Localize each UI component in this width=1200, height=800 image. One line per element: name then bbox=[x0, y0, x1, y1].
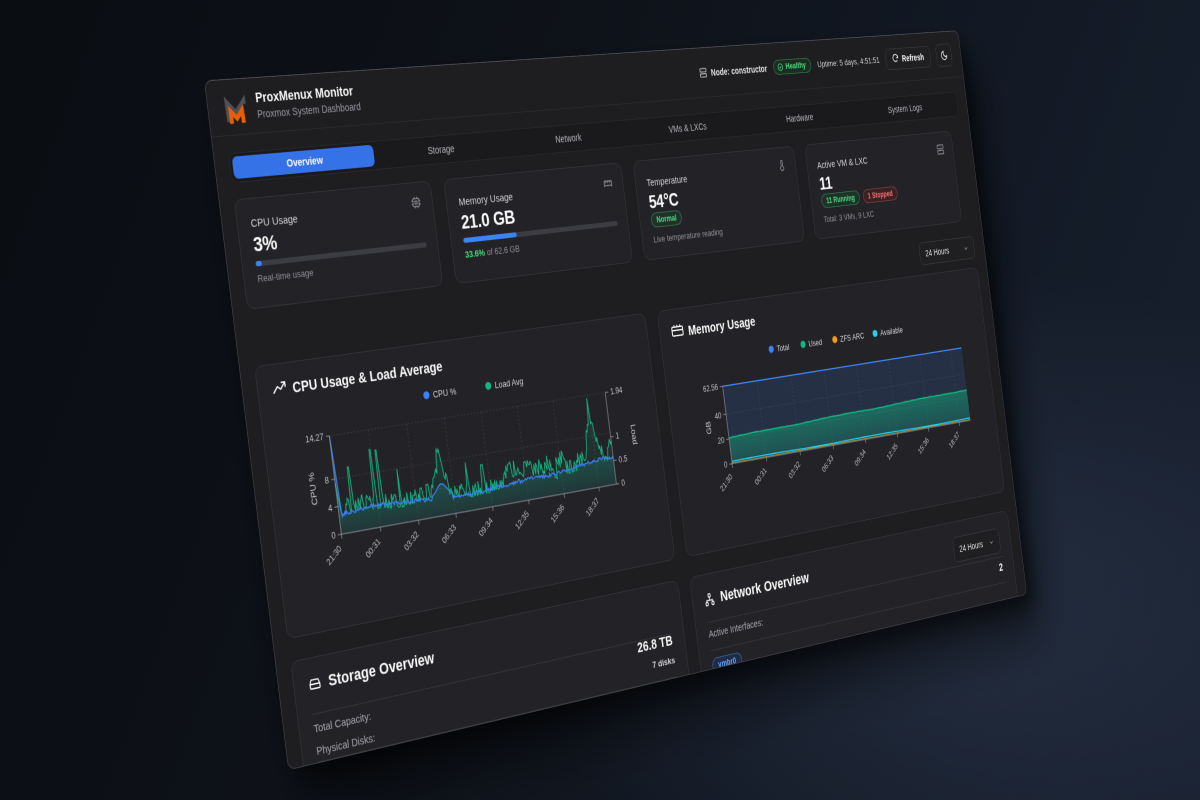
svg-text:Available: Available bbox=[880, 325, 904, 337]
svg-text:06:33: 06:33 bbox=[820, 453, 834, 474]
svg-text:00:31: 00:31 bbox=[753, 465, 768, 487]
svg-text:0: 0 bbox=[621, 478, 626, 488]
svg-text:Load Avg: Load Avg bbox=[494, 376, 524, 390]
svg-text:21:30: 21:30 bbox=[325, 543, 344, 567]
svg-text:20: 20 bbox=[717, 435, 725, 446]
svg-text:12:35: 12:35 bbox=[514, 509, 531, 532]
svg-text:1: 1 bbox=[615, 431, 620, 441]
svg-text:Used: Used bbox=[808, 337, 823, 348]
svg-text:00:31: 00:31 bbox=[364, 536, 382, 560]
svg-text:18:37: 18:37 bbox=[948, 430, 961, 450]
svg-text:Total: Total bbox=[776, 342, 790, 353]
svg-text:09:34: 09:34 bbox=[477, 515, 494, 538]
svg-text:CPU Usage & Load Average: CPU Usage & Load Average bbox=[291, 358, 443, 396]
svg-text:4: 4 bbox=[328, 503, 333, 514]
svg-text:62.56: 62.56 bbox=[703, 382, 719, 394]
svg-text:21:30: 21:30 bbox=[719, 472, 734, 494]
svg-text:0: 0 bbox=[331, 530, 336, 541]
svg-text:03:32: 03:32 bbox=[787, 459, 802, 480]
svg-text:CPU %: CPU % bbox=[307, 471, 320, 506]
svg-text:14.27: 14.27 bbox=[305, 432, 325, 445]
svg-text:40: 40 bbox=[714, 410, 722, 421]
svg-text:ZFS ARC: ZFS ARC bbox=[840, 331, 865, 344]
svg-text:GB: GB bbox=[705, 421, 714, 435]
svg-text:15:36: 15:36 bbox=[917, 435, 931, 455]
svg-text:Memory Usage: Memory Usage bbox=[687, 313, 756, 338]
svg-text:18:37: 18:37 bbox=[584, 496, 600, 519]
svg-text:8: 8 bbox=[324, 475, 329, 486]
svg-text:12:35: 12:35 bbox=[885, 441, 899, 462]
svg-text:09:34: 09:34 bbox=[853, 447, 867, 468]
svg-text:0: 0 bbox=[724, 460, 729, 470]
svg-text:15:36: 15:36 bbox=[549, 502, 566, 525]
svg-text:1.94: 1.94 bbox=[610, 385, 623, 397]
svg-text:0.5: 0.5 bbox=[618, 453, 628, 464]
svg-text:Load: Load bbox=[628, 424, 638, 446]
svg-text:03:32: 03:32 bbox=[402, 529, 420, 553]
svg-text:CPU %: CPU % bbox=[432, 386, 457, 400]
svg-text:06:33: 06:33 bbox=[440, 522, 458, 546]
